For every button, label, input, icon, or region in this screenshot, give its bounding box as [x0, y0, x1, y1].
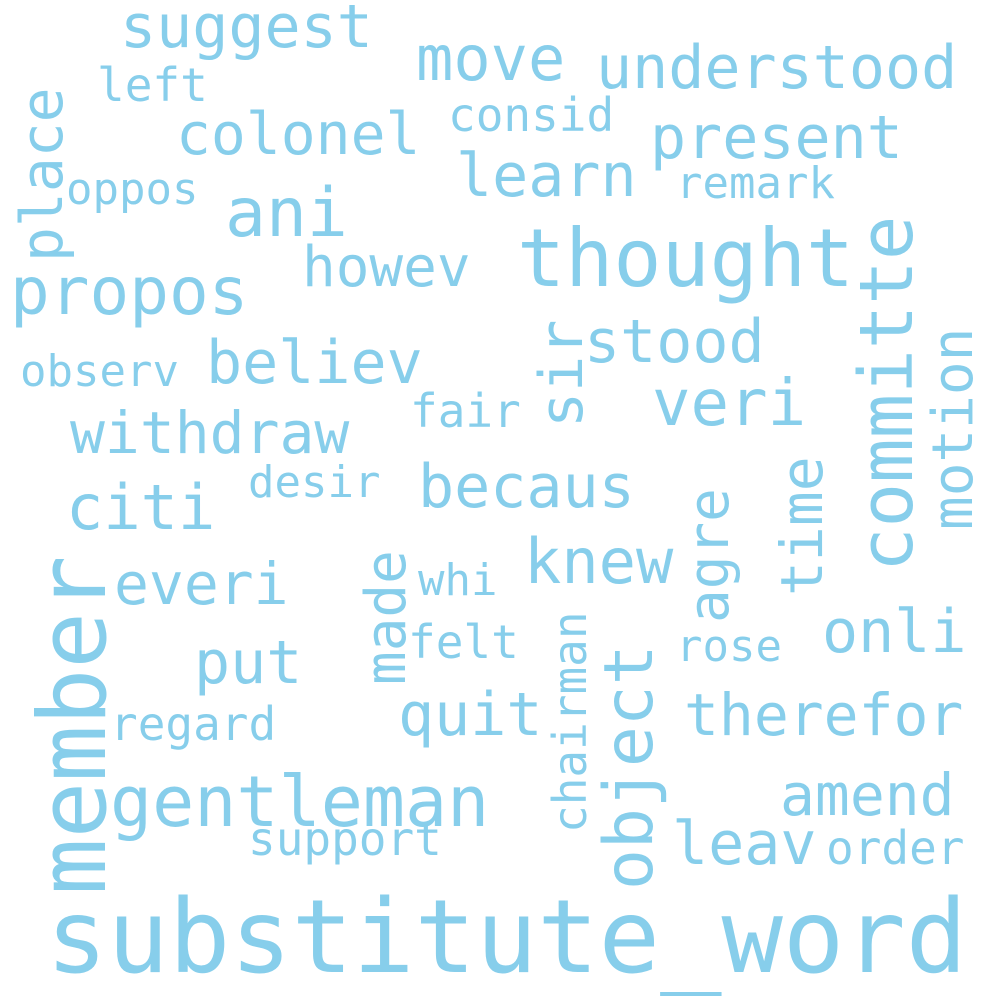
word-stood: stood: [584, 307, 765, 377]
word-whi: whi: [418, 555, 497, 606]
word-rose: rose: [676, 621, 782, 672]
word-substitute-word: substitute_word: [46, 878, 967, 997]
word-move: move: [416, 22, 565, 95]
word-made: made: [354, 550, 419, 685]
word-understood: understood: [596, 33, 957, 103]
word-left: left: [97, 58, 208, 112]
word-desir: desir: [248, 457, 380, 508]
word-colonel: colonel: [176, 100, 420, 168]
word-gentleman: gentleman: [110, 761, 489, 843]
word-oppos: oppos: [66, 164, 198, 215]
word-learn: learn: [456, 141, 637, 211]
word-support: support: [248, 812, 442, 866]
word-knew: knew: [524, 525, 674, 598]
word-agre: agre: [677, 488, 742, 623]
word-leav: leav: [672, 809, 817, 879]
word-regard: regard: [110, 697, 276, 751]
word-thought: thought: [517, 212, 854, 305]
word-withdraw: withdraw: [70, 399, 349, 467]
word-observ: observ: [20, 346, 179, 397]
word-motion: motion: [921, 328, 986, 530]
word-amend: amend: [780, 761, 955, 829]
word-committe: committe: [844, 216, 930, 572]
word-felt: felt: [408, 615, 519, 669]
word-fair: fair: [410, 384, 521, 438]
word-quit: quit: [398, 680, 543, 750]
word-propos: propos: [10, 253, 248, 330]
word-veri: veri: [652, 367, 806, 441]
word-therefor: therefor: [684, 681, 963, 749]
word-time: time: [768, 456, 836, 596]
word-suggest: suggest: [120, 0, 373, 62]
word-member: member: [19, 555, 128, 895]
word-believ: believ: [206, 328, 423, 398]
word-place: place: [8, 87, 76, 262]
word-onli: onli: [822, 597, 967, 667]
word-consid: consid: [448, 88, 614, 142]
word-put: put: [194, 628, 302, 698]
word-object: object: [590, 644, 669, 890]
word-citi: citi: [66, 471, 215, 544]
word-becaus: becaus: [418, 452, 635, 522]
word-everi: everi: [114, 550, 289, 618]
word-chairman: chairman: [543, 611, 597, 833]
word-present: present: [650, 103, 903, 173]
word-howev: howev: [302, 235, 471, 300]
word-sir: sir: [527, 320, 597, 428]
word-remark: remark: [676, 158, 835, 209]
word-order: order: [826, 821, 964, 875]
word-ani: ani: [225, 174, 348, 253]
